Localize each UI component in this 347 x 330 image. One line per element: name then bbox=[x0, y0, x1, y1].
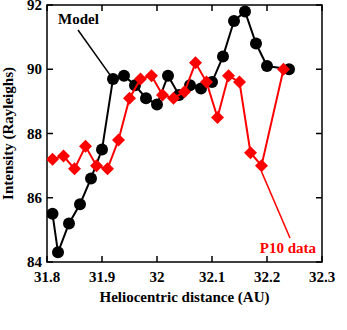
data-point bbox=[255, 159, 268, 172]
data-point bbox=[101, 162, 114, 175]
x-tick-top bbox=[101, 5, 103, 11]
x-tick-label: 32.3 bbox=[309, 269, 335, 285]
y-tick bbox=[47, 69, 53, 71]
data-point bbox=[107, 73, 119, 85]
y-tick bbox=[47, 4, 53, 6]
series-label: P10 data bbox=[260, 240, 317, 256]
x-tick-label: 32.2 bbox=[254, 269, 280, 285]
x-tick-top bbox=[46, 5, 48, 11]
data-point bbox=[178, 85, 191, 98]
chart: 31.8 31.9 32 32.1 32.2 32.3 84 86 88 90 92 Heliocen… bbox=[0, 0, 347, 330]
y-tick-right bbox=[316, 133, 322, 135]
x-tick-top bbox=[321, 5, 323, 11]
y-tick-label: 92 bbox=[27, 0, 42, 13]
x-tick bbox=[156, 256, 158, 262]
data-point bbox=[244, 146, 257, 159]
data-point bbox=[140, 92, 152, 104]
y-tick-right bbox=[316, 69, 322, 71]
series-line bbox=[53, 63, 284, 169]
y-tick-right bbox=[316, 197, 322, 199]
data-point bbox=[167, 92, 180, 105]
data-point bbox=[79, 140, 92, 153]
data-point bbox=[239, 5, 251, 17]
y-tick-right bbox=[316, 261, 322, 263]
plot-area bbox=[47, 5, 295, 258]
data-point bbox=[145, 69, 158, 82]
data-point bbox=[217, 50, 229, 62]
data-point bbox=[156, 88, 169, 101]
data-point bbox=[68, 162, 81, 175]
x-tick-label: 31.8 bbox=[34, 269, 60, 285]
x-tick-top bbox=[266, 5, 268, 11]
data-point bbox=[85, 172, 97, 184]
x-tick bbox=[211, 256, 213, 262]
data-point bbox=[96, 144, 108, 156]
data-point bbox=[228, 15, 240, 27]
series-label: Model bbox=[58, 11, 99, 27]
series-line bbox=[53, 11, 290, 252]
x-tick-label: 32 bbox=[150, 269, 165, 285]
data-point bbox=[222, 69, 235, 82]
data-point bbox=[63, 217, 75, 229]
data-point bbox=[277, 63, 290, 76]
y-tick-label: 86 bbox=[27, 190, 43, 206]
x-tick-label: 32.1 bbox=[199, 269, 225, 285]
data-point bbox=[211, 111, 224, 124]
y-tick-label: 88 bbox=[27, 126, 42, 142]
data-point bbox=[47, 208, 59, 220]
y-tick-label: 84 bbox=[27, 254, 43, 270]
y-tick bbox=[47, 261, 53, 263]
data-point bbox=[151, 99, 163, 111]
data-point bbox=[134, 72, 147, 85]
data-point bbox=[112, 133, 125, 146]
x-tick-top bbox=[156, 5, 158, 11]
x-tick-top bbox=[211, 5, 213, 11]
data-point bbox=[233, 76, 246, 89]
x-tick bbox=[46, 256, 48, 262]
data-point bbox=[57, 149, 70, 162]
x-tick-label: 31.9 bbox=[89, 269, 115, 285]
x-tick bbox=[101, 256, 103, 262]
leader-line bbox=[262, 172, 291, 238]
y-tick bbox=[47, 133, 53, 135]
y-tick-label: 90 bbox=[27, 61, 42, 77]
data-point bbox=[90, 159, 103, 172]
data-point bbox=[47, 153, 59, 166]
leader-line bbox=[78, 30, 110, 75]
data-point bbox=[189, 56, 202, 69]
data-point bbox=[123, 92, 136, 105]
y-tick-right bbox=[316, 4, 322, 6]
data-point bbox=[250, 38, 262, 50]
y-axis-title: Intensity (Rayleighs) bbox=[0, 67, 17, 200]
data-point bbox=[52, 246, 64, 258]
data-point bbox=[200, 76, 213, 89]
data-point bbox=[74, 198, 86, 210]
y-tick bbox=[47, 197, 53, 199]
data-point bbox=[118, 70, 130, 82]
data-point bbox=[162, 70, 174, 82]
plot-frame bbox=[47, 5, 322, 262]
x-tick bbox=[321, 256, 323, 262]
x-axis-title: Heliocentric distance (AU) bbox=[100, 289, 270, 306]
data-point bbox=[261, 60, 273, 72]
x-tick bbox=[266, 256, 268, 262]
